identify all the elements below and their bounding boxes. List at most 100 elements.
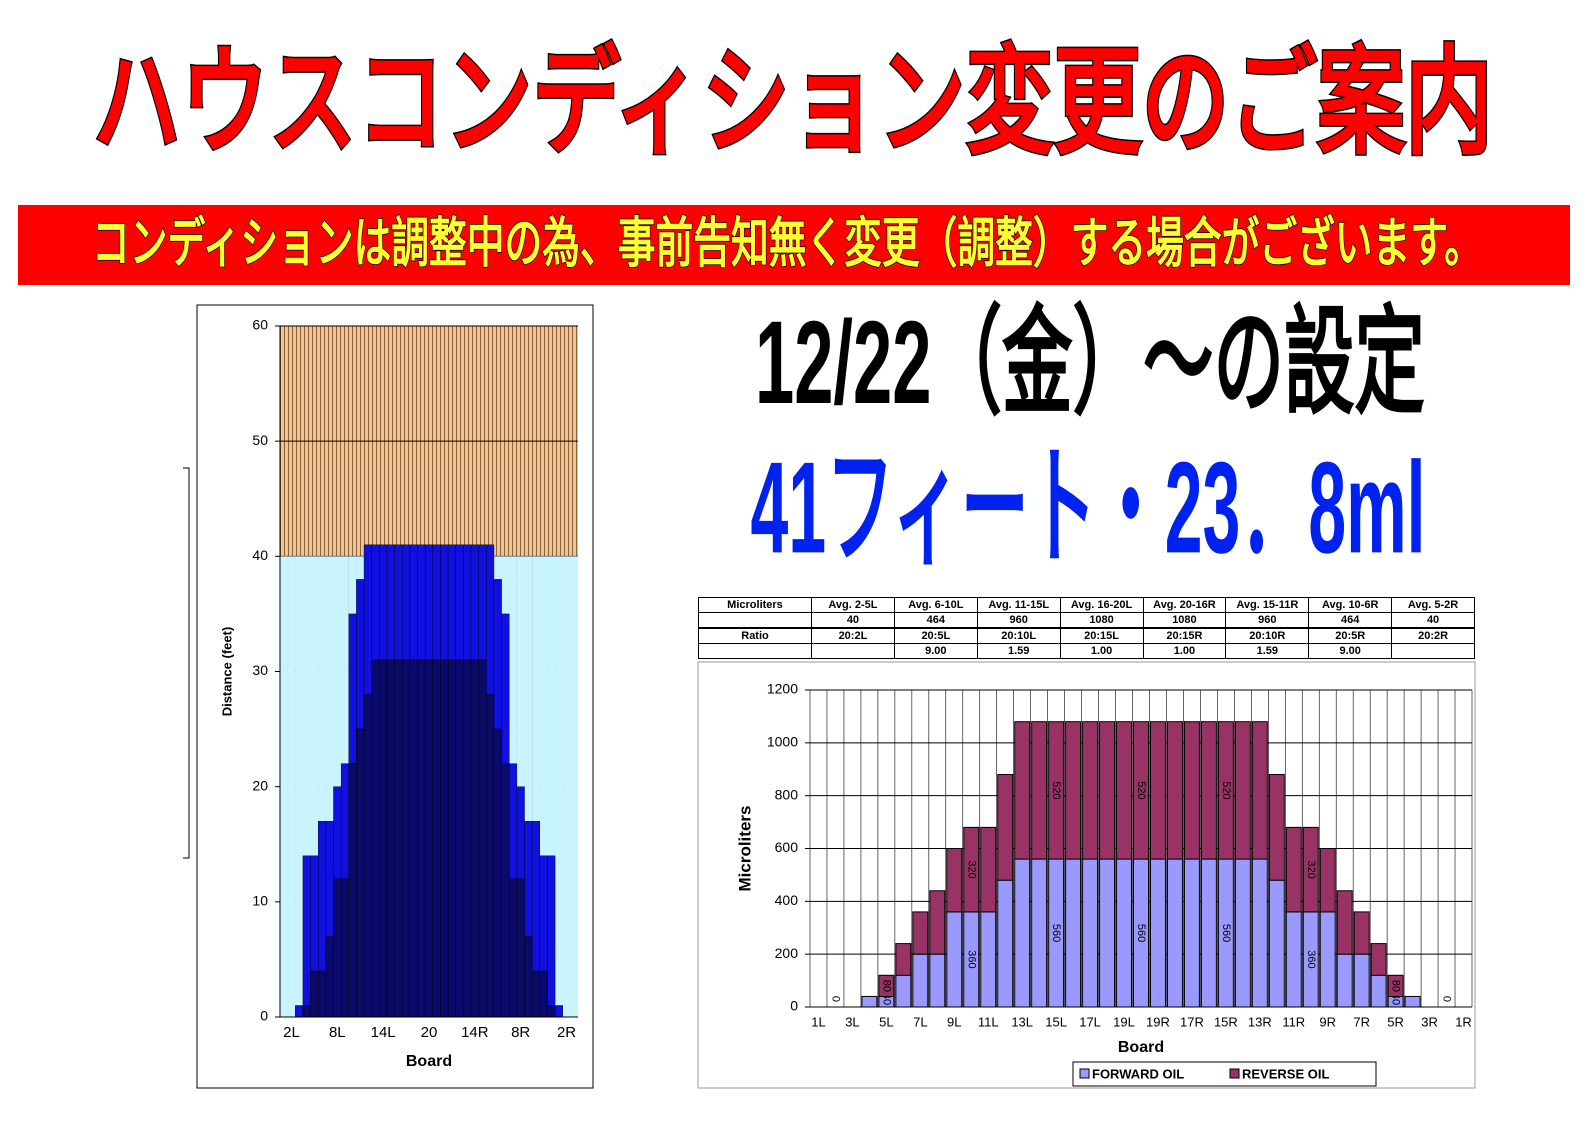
bar-segment [1353,911,1370,955]
oil-column [478,659,487,1018]
bar-segment [1336,953,1353,1008]
setting: 41フィート・23．8ml [751,434,1426,580]
x-tick-label: 1R [1455,1014,1472,1029]
bar-segment [1302,826,1319,913]
table-cell: Avg. 2-5L [811,597,895,613]
bar-segment [980,826,997,913]
x-tick-label: 5L [879,1014,893,1029]
bar-segment [1370,943,1387,976]
oil-column [440,659,449,1018]
bar-segment [878,974,895,997]
y-tick-label: 1200 [767,681,798,697]
table-cell: 464 [893,612,978,629]
oil-column [310,556,319,1017]
x-axis-title: Board [1118,1039,1164,1056]
oil-column [302,556,311,1017]
legend-box [1072,1061,1377,1087]
y-tick-label: 0 [260,1008,268,1024]
legend-label: REVERSE OIL [1242,1066,1329,1081]
y-tick-label: 800 [775,786,799,802]
bar-segment [1031,721,1048,860]
oil-column [302,1005,311,1018]
table-cell: 1.59 [1225,643,1310,659]
value-label: 360 [1305,950,1317,968]
table-cell: 20:5L [893,627,978,644]
oil-column [524,936,533,1018]
table-row: 40 464 960 1080 1080 960 464 40 [698,612,1475,629]
table-cell: 40 [1391,612,1475,629]
oil-column [417,659,426,1018]
y-axis-title: Microliters [735,806,754,892]
table-cell: 20:2L [811,627,895,644]
value-label: 560 [1135,924,1147,942]
bar-segment [912,953,929,1008]
bar-segment [1166,858,1183,1008]
bar-segment [1099,858,1116,1008]
bar-segment [929,890,946,955]
x-tick-label: 8R [511,1024,530,1041]
y-tick-label: 1000 [767,734,798,750]
value-label: 320 [965,860,977,878]
oil-column [287,556,296,1017]
oil-column [363,694,372,1018]
table-row: Microliters Avg. 2-5L Avg. 6-10L Avg. 11-15… [698,597,1475,613]
table-cell: 9.00 [1308,643,1393,659]
bar-segment [912,911,929,955]
bar-segment [1234,721,1251,860]
bar-segment [1353,953,1370,1008]
bar-segment [1370,974,1387,1008]
bar-segment [895,943,912,976]
bar-segment [1116,721,1133,860]
table-cell: 20:15R [1142,627,1227,644]
oil-column [379,659,388,1018]
value-label: 80 [1390,980,1402,992]
summary-table: Microliters Avg. 2-5L Avg. 6-10L Avg. 11-15… [698,597,1475,659]
x-tick-label: 19R [1146,1014,1170,1029]
legend-label: FORWARD OIL [1092,1066,1184,1081]
bar-segment [1116,858,1133,1008]
table-cell [811,643,895,659]
oil-column [424,659,434,1018]
oil-column [340,878,349,1018]
bar-segment [1183,858,1200,1008]
oil-column [555,556,563,1017]
banner-bg [18,205,1570,285]
oil-column [295,556,303,1017]
table-cell: 20:5R [1308,627,1393,644]
table-cell: Microliters [698,597,812,613]
table-cell: 20:10R [1225,627,1310,644]
bar-segment [1319,911,1336,1008]
x-axis-title: Board [406,1053,452,1070]
bar-segment [1048,721,1065,860]
value-label: 80 [880,980,892,992]
table-row: Ratio 20:2L 20:5L 20:10L 20:15L 20:15R 20:10R 2… [698,627,1475,644]
oil-column [371,659,380,1018]
bar-segment [1082,858,1099,1008]
bar-segment [1149,721,1166,860]
oil-column [531,970,540,1018]
oil-column [432,659,441,1018]
table-cell [698,643,812,659]
y-tick-label: 0 [790,998,798,1014]
date: 12/22（金）～の設定 [755,297,1425,429]
bar-segment [1251,858,1268,1008]
x-tick-label: 3R [1421,1014,1438,1029]
bar-segment [1065,858,1082,1008]
x-tick-label: 9R [1319,1014,1336,1029]
x-tick-label: 15L [1045,1014,1067,1029]
bracket [183,467,190,859]
oil-column [302,855,311,1018]
table-cell: Ratio [698,627,812,644]
y-tick-label: 600 [775,839,799,855]
oil-column [310,970,319,1018]
oil-column [386,659,395,1018]
oil-column [318,556,326,1017]
legend-swatch [1079,1068,1090,1079]
y-tick-label: 60 [252,317,268,333]
oil-column [325,556,334,1017]
table-cell: 960 [976,612,1061,629]
oil-column [524,556,533,1017]
bar-segment [1166,721,1183,860]
value-label: 360 [965,950,977,968]
bar-segment [1217,721,1234,860]
